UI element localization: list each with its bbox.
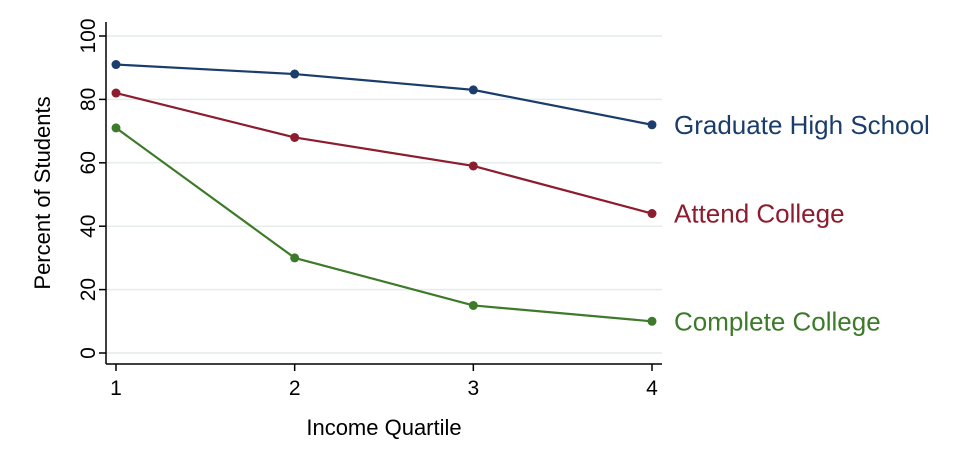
data-point bbox=[468, 161, 478, 171]
data-point bbox=[468, 300, 478, 310]
series-line bbox=[115, 127, 653, 323]
series-label: Attend College bbox=[674, 199, 845, 229]
y-axis-title: Percent of Students bbox=[30, 96, 55, 289]
y-tick-label: 100 bbox=[77, 18, 100, 53]
axes: 0 20 40 60 80 100 1 2 3 4 bbox=[77, 18, 662, 400]
x-tick-label: 4 bbox=[646, 377, 658, 400]
y-tick-label: 60 bbox=[77, 151, 100, 174]
x-tick-label: 3 bbox=[467, 377, 479, 400]
x-tick-label: 1 bbox=[110, 377, 122, 400]
data-point bbox=[647, 316, 657, 326]
y-tick-label: 0 bbox=[77, 347, 100, 359]
grid-lines bbox=[106, 35, 662, 354]
x-axis-title: Income Quartile bbox=[306, 415, 461, 440]
data-point bbox=[111, 88, 121, 98]
data-point bbox=[290, 253, 300, 263]
series-label: Graduate High School bbox=[674, 110, 930, 140]
data-point bbox=[647, 120, 657, 130]
series-group bbox=[111, 60, 657, 326]
series-label: Complete College bbox=[674, 306, 881, 336]
x-tick-label: 2 bbox=[289, 377, 301, 400]
data-point bbox=[290, 132, 300, 142]
y-tick-label: 20 bbox=[77, 278, 100, 301]
series-line bbox=[115, 63, 653, 126]
series-labels: Graduate High School Attend College Comple… bbox=[674, 110, 930, 337]
data-point bbox=[647, 209, 657, 219]
data-point bbox=[468, 85, 478, 95]
series-line bbox=[115, 91, 653, 215]
y-tick-label: 80 bbox=[77, 88, 100, 111]
data-point bbox=[290, 69, 300, 79]
data-point bbox=[111, 60, 121, 70]
y-tick-label: 40 bbox=[77, 215, 100, 238]
data-point bbox=[111, 123, 121, 133]
